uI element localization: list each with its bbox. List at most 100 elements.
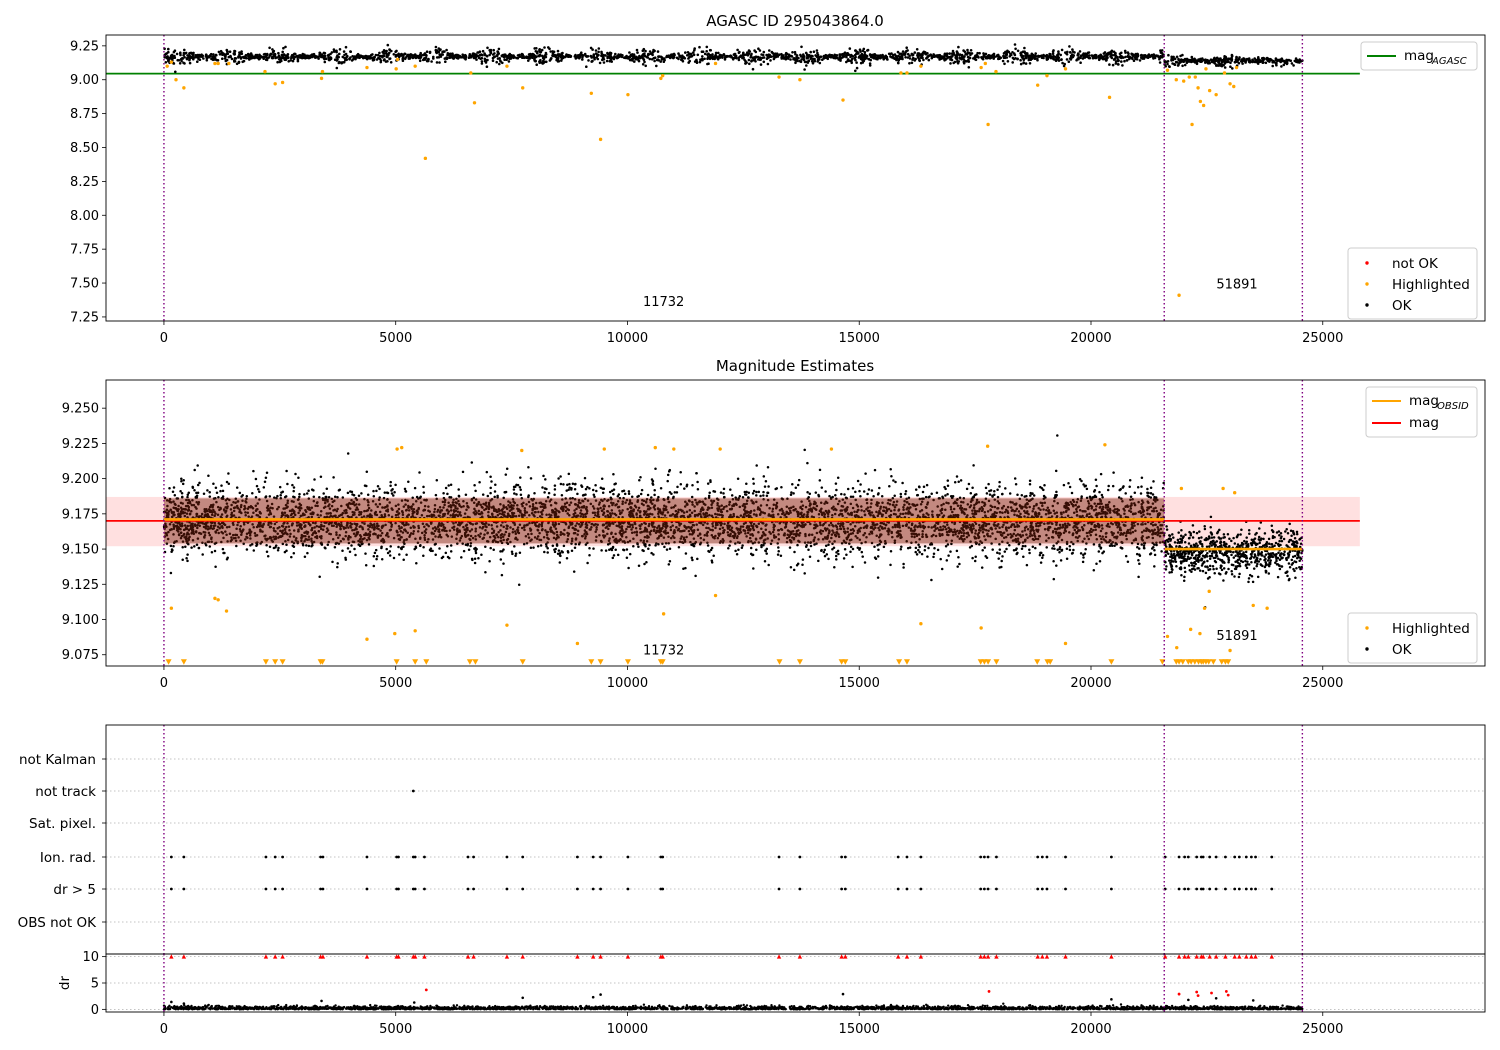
ok-point	[863, 50, 867, 54]
ok-point	[1019, 62, 1023, 66]
ok-point	[966, 503, 970, 506]
ok-point	[737, 51, 741, 55]
y-tick-label: 8.75	[70, 107, 99, 122]
ok-point	[415, 561, 418, 565]
ok-point	[613, 55, 617, 59]
ok-point	[1161, 505, 1165, 508]
ok-point	[336, 58, 339, 61]
ok-point	[996, 488, 999, 491]
ok-point	[1181, 64, 1184, 68]
ok-point	[580, 51, 583, 54]
ok-point	[1078, 509, 1082, 512]
ok-point	[780, 57, 783, 60]
ok-point	[601, 56, 605, 60]
ok-point	[289, 59, 293, 62]
ok-point	[953, 481, 957, 484]
ok-point	[207, 55, 210, 58]
ok-point	[1276, 59, 1279, 63]
legend-label: Highlighted	[1392, 277, 1470, 293]
ok-point	[1271, 64, 1274, 68]
ok-point	[714, 512, 717, 516]
ok-point	[1251, 60, 1254, 64]
ok-point	[341, 549, 344, 553]
ok-point	[800, 45, 803, 49]
ok-point	[496, 50, 499, 53]
ok-point	[242, 56, 246, 59]
ok-point	[1294, 57, 1298, 60]
ok-point	[542, 61, 545, 65]
highlighted-point	[169, 60, 174, 64]
ok-point	[318, 575, 321, 578]
ok-point	[967, 482, 971, 486]
ok-point	[1032, 55, 1035, 58]
ok-point	[1057, 52, 1060, 55]
ok-point	[262, 486, 266, 489]
ok-point	[470, 461, 474, 464]
ok-point	[905, 46, 908, 49]
ok-point	[452, 57, 455, 60]
ok-point	[570, 542, 573, 545]
ok-point	[857, 52, 860, 55]
ok-point	[1292, 64, 1295, 67]
ok-point	[1032, 529, 1035, 533]
ok-point	[484, 61, 488, 64]
ok-point	[463, 56, 466, 59]
ok-point	[922, 58, 925, 62]
ok-point	[598, 61, 602, 65]
highlighted-point	[1174, 78, 1178, 82]
ok-point	[872, 57, 876, 60]
ok-point	[432, 57, 435, 60]
ok-point	[1170, 55, 1173, 59]
ok-point	[1086, 51, 1090, 55]
ok-point	[477, 51, 480, 54]
ok-point	[322, 492, 325, 495]
ok-point	[212, 53, 215, 56]
ok-point	[1086, 534, 1089, 538]
ok-point	[384, 60, 388, 63]
ok-point	[340, 504, 343, 508]
ok-point	[201, 541, 204, 545]
ok-point	[336, 565, 339, 569]
ok-point	[549, 57, 553, 60]
ok-point	[402, 54, 405, 57]
ok-point	[1055, 57, 1058, 61]
ok-point	[794, 58, 798, 62]
ok-point	[815, 49, 819, 52]
ok-point	[326, 543, 330, 546]
ok-point	[898, 55, 902, 58]
ok-point	[1137, 500, 1140, 504]
ok-point	[772, 57, 776, 61]
ok-point	[1100, 541, 1103, 544]
ok-point	[972, 464, 975, 467]
ok-point	[875, 56, 878, 60]
ok-point	[792, 57, 796, 60]
ok-point	[652, 553, 655, 556]
highlighted-point	[394, 67, 398, 71]
highlighted-point	[1182, 79, 1186, 83]
ok-point	[835, 54, 839, 57]
ok-point	[444, 60, 447, 63]
ok-point	[901, 50, 905, 53]
ok-point	[957, 45, 960, 49]
ok-point	[278, 60, 282, 64]
ok-point	[1136, 546, 1139, 549]
ok-point	[192, 532, 196, 536]
ok-point	[1008, 55, 1012, 58]
ok-point	[805, 56, 809, 60]
ok-point	[397, 545, 400, 549]
ok-point	[980, 566, 984, 569]
ok-point	[882, 58, 885, 61]
ok-point	[184, 51, 188, 55]
highlighted-point	[994, 69, 998, 74]
ok-point	[268, 545, 272, 549]
ok-point	[500, 573, 504, 577]
ok-point	[694, 574, 697, 578]
ok-point	[867, 58, 871, 61]
ok-point	[1116, 59, 1120, 63]
ok-point	[730, 494, 734, 497]
ok-point	[1238, 56, 1241, 59]
ok-point	[273, 54, 276, 58]
ok-point	[761, 53, 765, 57]
ok-point	[1218, 64, 1221, 67]
x-tick-label: 5000	[379, 331, 412, 346]
